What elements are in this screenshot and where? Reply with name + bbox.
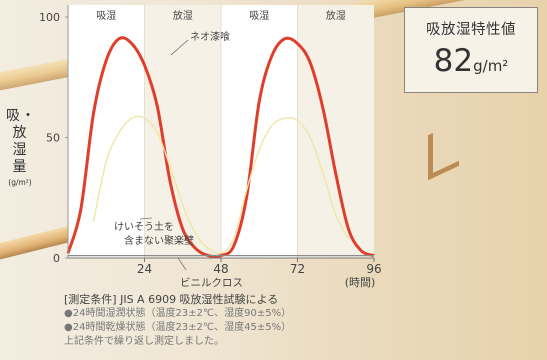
phase-label: 吸湿 <box>96 10 116 22</box>
conditions-line-2: ●24時間乾燥状態（温度23±2℃、湿度45±5%） <box>64 321 394 335</box>
phase-label: 放湿 <box>173 9 193 22</box>
series-label-juraku-line2: 含まない聚楽壁 <box>124 234 194 247</box>
x-tick-label: 24 <box>137 262 152 276</box>
phase-label: 吸湿 <box>249 10 269 22</box>
leader-line-vinyl <box>178 258 186 270</box>
y-axis-unit: (g/m²) <box>6 178 34 188</box>
measurement-conditions: [測定条件] JIS A 6909 吸放湿性試験による ●24時間湿潤状態（温度… <box>64 293 394 349</box>
stat-title: 吸放湿特性値 <box>405 18 537 39</box>
y-tick-label: 0 <box>53 252 60 265</box>
series-label-juraku-line1: けいそう土を <box>114 220 174 233</box>
x-tick-label: 96 <box>366 262 381 276</box>
series-label-vinyl-cloth: ビニルクロス <box>180 277 243 289</box>
x-axis-unit: (時間) <box>345 276 376 289</box>
phase-band-3 <box>298 5 375 258</box>
stat-value-row: 82g/m² <box>405 43 537 79</box>
y-axis-title: 吸・放湿量 (g/m²) <box>6 108 34 188</box>
stat-unit: g/m² <box>473 57 508 75</box>
y-axis-label: 吸・放湿量 <box>6 108 36 175</box>
series-label-neo-shikkui: ネオ漆喰 <box>190 30 230 43</box>
x-tick-label: 48 <box>213 262 228 276</box>
phase-label: 放湿 <box>326 9 346 22</box>
y-tick-label: 50 <box>46 132 60 145</box>
conditions-title: [測定条件] JIS A 6909 吸放湿性試験による <box>64 293 394 307</box>
moisture-characteristic-box: 吸放湿特性値 82g/m² <box>404 7 538 93</box>
conditions-line-1: ●24時間湿潤状態（温度23±2℃、湿度90±5%） <box>64 307 394 321</box>
y-tick-label: 100 <box>39 11 60 24</box>
stat-value: 82 <box>434 43 473 79</box>
x-tick-label: 72 <box>290 262 305 276</box>
conditions-line-3: 上記条件で繰り返し測定しました。 <box>64 335 394 349</box>
